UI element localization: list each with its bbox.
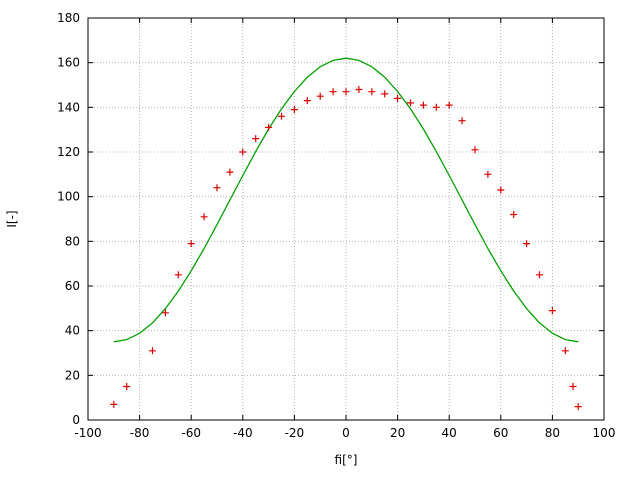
data-point-markers xyxy=(110,86,582,411)
y-tick-label: 60 xyxy=(65,279,80,293)
x-tick-label: -100 xyxy=(74,426,101,440)
x-tick-label: 20 xyxy=(390,426,405,440)
y-tick-label: 20 xyxy=(65,368,80,382)
y-tick-label: 40 xyxy=(65,324,80,338)
y-tick-label: 120 xyxy=(57,145,80,159)
tick-labels: -100 -80 -60 -40 -20 0 20 40 60 80 100 0 20 40 60 80 100… xyxy=(57,11,615,440)
x-axis-title: fi[°] xyxy=(335,453,358,467)
y-tick-label: 0 xyxy=(72,413,80,427)
x-tick-label: 80 xyxy=(545,426,560,440)
y-tick-label: 180 xyxy=(57,11,80,25)
measured-points xyxy=(110,86,582,411)
x-tick-label: 60 xyxy=(493,426,508,440)
x-tick-label: 40 xyxy=(442,426,457,440)
axis-ticks xyxy=(87,17,605,421)
x-tick-label: -40 xyxy=(233,426,253,440)
y-tick-label: 140 xyxy=(57,100,80,114)
model-curve xyxy=(113,57,579,343)
y-axis-title: I[-] xyxy=(5,210,19,227)
grid-lines xyxy=(87,17,605,421)
model-curve-line xyxy=(113,57,579,343)
y-tick-label: 80 xyxy=(65,234,80,248)
x-tick-label: 100 xyxy=(593,426,616,440)
y-tick-label: 100 xyxy=(57,190,80,204)
x-tick-label: -20 xyxy=(285,426,305,440)
x-tick-label: -60 xyxy=(181,426,201,440)
x-tick-label: 0 xyxy=(342,426,350,440)
x-tick-label: -80 xyxy=(130,426,150,440)
y-tick-label: 160 xyxy=(57,56,80,70)
